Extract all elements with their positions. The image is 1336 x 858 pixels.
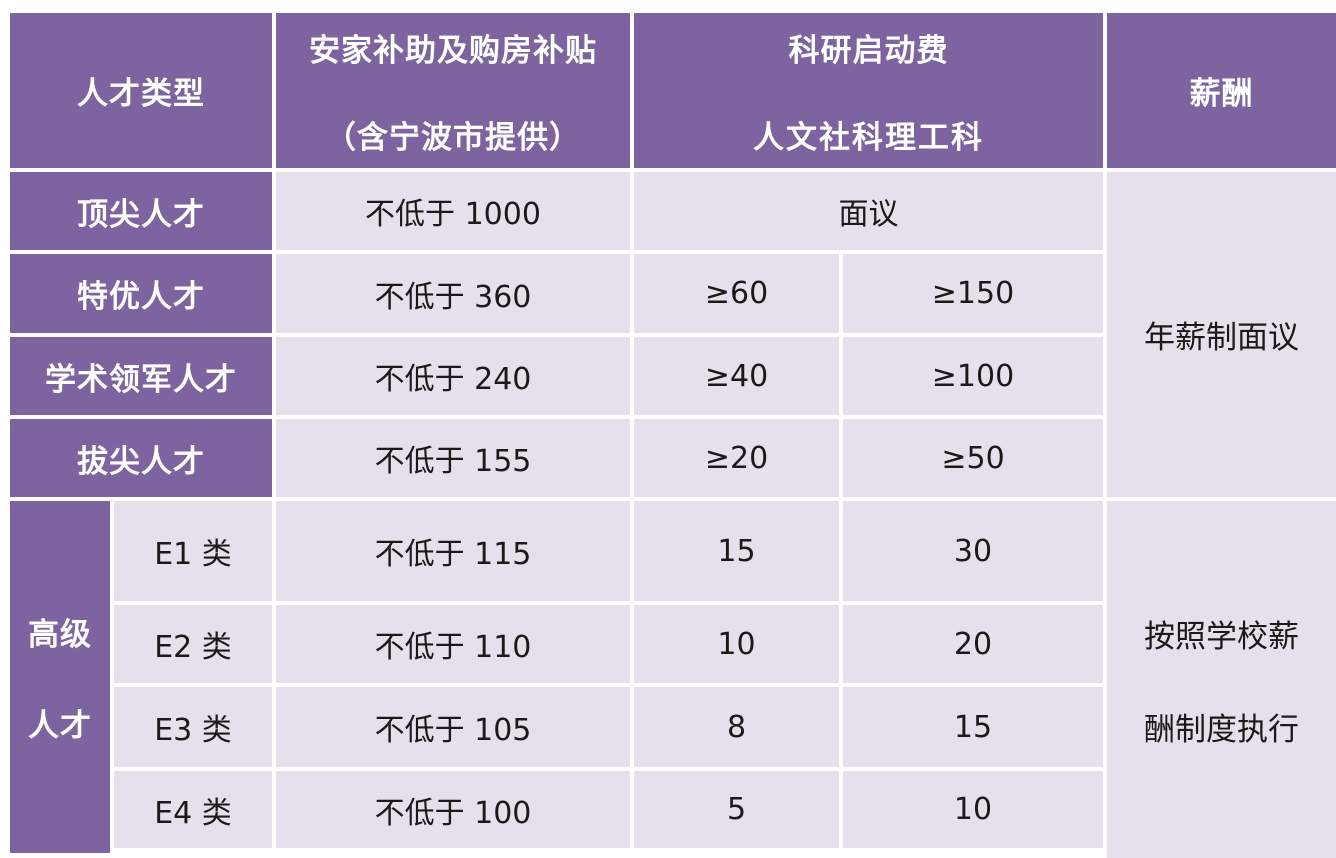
row-e4-label: E4 类 — [114, 771, 272, 848]
cell-value: 10 — [953, 792, 993, 827]
e2-subsidy: 不低于 110 — [276, 605, 630, 683]
e3-subsidy: 不低于 105 — [276, 687, 630, 767]
cell-value: 5 — [726, 792, 747, 827]
cell-value: 15 — [717, 533, 756, 569]
talent-benefits-table: 人才类型 安家补助及购房补贴 （含宁波市提供） 科研启动费 人文社科理工科 薪酬… — [10, 13, 1336, 858]
row-label: E2 类 — [154, 630, 232, 665]
academic-leader-subsidy: 不低于 240 — [276, 337, 630, 415]
cell-value: 不低于 100 — [374, 795, 532, 831]
cell-value: ≥150 — [931, 276, 1015, 311]
cell-value: ≥60 — [704, 276, 769, 311]
cell-value: ≥50 — [941, 440, 1005, 476]
cell-value: ≥40 — [704, 358, 769, 394]
cell-value: 20 — [953, 626, 993, 662]
exceptional-talent-subsidy: 不低于 360 — [276, 254, 630, 333]
outstanding-talent-stem: ≥50 — [843, 419, 1103, 497]
row-outstanding-talent-label: 拔尖人才 — [10, 419, 272, 497]
e4-stem: 10 — [843, 771, 1103, 848]
cell-value: ≥20 — [704, 440, 769, 476]
cell-value: 8 — [726, 709, 747, 745]
academic-leader-stem: ≥100 — [843, 337, 1103, 415]
row-label: E4 类 — [154, 795, 232, 831]
cell-value: 不低于 1000 — [365, 197, 541, 232]
cell-value: 年薪制面议 — [1144, 320, 1299, 356]
salary-line1: 按照学校薪 — [1144, 618, 1299, 655]
header-settling-subsidy: 安家补助及购房补贴 （含宁波市提供） — [276, 13, 630, 168]
cell-value: 10 — [717, 626, 756, 662]
cell-value: 不低于 360 — [374, 279, 532, 315]
row-label: 特优人才 — [77, 279, 205, 315]
cell-value: 不低于 110 — [374, 630, 532, 665]
senior-talent-group-label: 高级 人才 — [10, 501, 110, 853]
header-talent-type-label: 人才类型 — [77, 76, 205, 112]
e1-stem: 30 — [843, 501, 1103, 601]
academic-leader-humanities: ≥40 — [634, 337, 839, 415]
e4-humanities: 5 — [634, 771, 839, 848]
exceptional-talent-stem: ≥150 — [843, 254, 1103, 333]
header-talent-type: 人才类型 — [10, 13, 272, 168]
header-research-line2: 人文社科理工科 — [753, 119, 984, 156]
row-label: 顶尖人才 — [77, 196, 205, 233]
header-settling-line1: 安家补助及购房补贴 — [309, 32, 597, 69]
row-label: 学术领军人才 — [45, 361, 237, 398]
e1-subsidy: 不低于 115 — [276, 501, 630, 601]
group-label-line1: 高级 — [28, 617, 92, 653]
cell-value: ≥100 — [931, 358, 1015, 394]
top-talent-subsidy: 不低于 1000 — [276, 172, 630, 250]
cell-value: 不低于 105 — [374, 713, 532, 748]
cell-value: 15 — [953, 709, 993, 745]
row-e1-label: E1 类 — [114, 501, 272, 601]
outstanding-talent-humanities: ≥20 — [634, 419, 839, 497]
e2-humanities: 10 — [634, 605, 839, 683]
row-label: E1 类 — [154, 537, 232, 572]
row-exceptional-talent-label: 特优人才 — [10, 254, 272, 333]
e4-subsidy: 不低于 100 — [276, 771, 630, 848]
header-salary: 薪酬 — [1107, 13, 1336, 168]
row-academic-leader-label: 学术领军人才 — [10, 337, 272, 415]
cell-value: 不低于 155 — [374, 444, 532, 479]
row-top-talent-label: 顶尖人才 — [10, 172, 272, 250]
outstanding-talent-subsidy: 不低于 155 — [276, 419, 630, 497]
header-settling-line2: （含宁波市提供） — [325, 119, 581, 156]
row-label: E3 类 — [154, 713, 232, 748]
e3-humanities: 8 — [634, 687, 839, 767]
salary-school-system: 按照学校薪 酬制度执行 — [1107, 501, 1336, 858]
cell-value: 面议 — [838, 197, 899, 232]
salary-line2: 酬制度执行 — [1144, 711, 1299, 748]
e2-stem: 20 — [843, 605, 1103, 683]
header-research-line1: 科研启动费 — [788, 32, 949, 69]
row-e3-label: E3 类 — [114, 687, 272, 767]
cell-value: 不低于 115 — [374, 537, 532, 572]
cell-value: 30 — [953, 533, 993, 569]
top-talent-research-negotiable: 面议 — [634, 172, 1103, 250]
cell-value: 不低于 240 — [374, 362, 532, 397]
row-e2-label: E2 类 — [114, 605, 272, 683]
e1-humanities: 15 — [634, 501, 839, 601]
group-label-line2: 人才 — [28, 708, 92, 744]
e3-stem: 15 — [843, 687, 1103, 767]
exceptional-talent-humanities: ≥60 — [634, 254, 839, 333]
row-label: 拔尖人才 — [77, 443, 205, 480]
salary-annual-negotiable: 年薪制面议 — [1107, 172, 1336, 497]
header-salary-label: 薪酬 — [1189, 76, 1254, 112]
header-research-fund: 科研启动费 人文社科理工科 — [634, 13, 1103, 168]
